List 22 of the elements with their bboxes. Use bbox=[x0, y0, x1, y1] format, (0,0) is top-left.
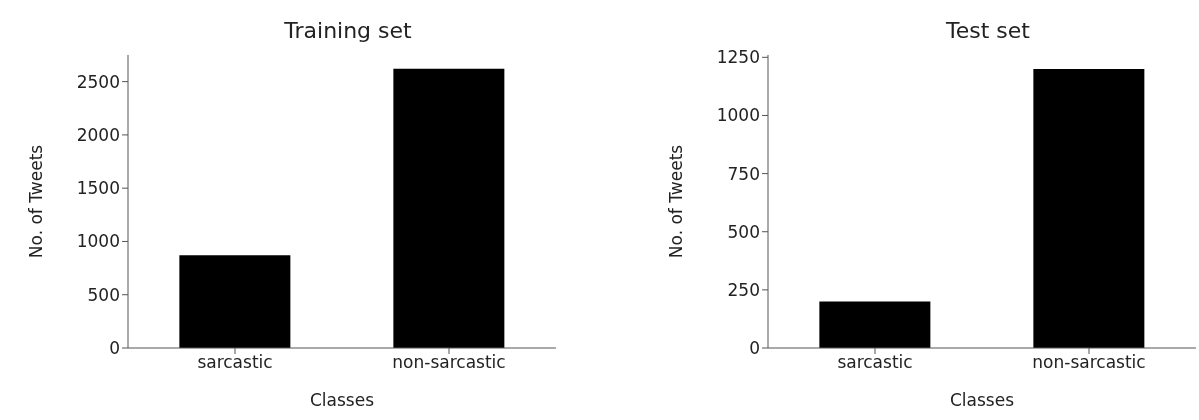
y-tick-label: 0 bbox=[749, 338, 760, 359]
y-tick-label: 750 bbox=[727, 163, 760, 184]
y-tick-label: 500 bbox=[87, 284, 120, 305]
y-tick-label: 250 bbox=[727, 279, 760, 300]
x-tick-label: sarcastic bbox=[197, 352, 273, 373]
y-tick-label: 1000 bbox=[76, 231, 120, 252]
y-tick-label: 1500 bbox=[76, 178, 120, 199]
x-axis-title: Classes bbox=[309, 390, 375, 410]
y-tick-label: 1250 bbox=[716, 47, 760, 68]
y-tick-label: 500 bbox=[727, 221, 760, 242]
x-tick-label: non-sarcastic bbox=[1032, 352, 1146, 373]
y-axis-title: No. of Tweets bbox=[666, 144, 687, 259]
x-tick-label: sarcastic bbox=[837, 352, 913, 373]
y-tick-label: 2000 bbox=[76, 124, 120, 145]
y-tick-label: 1000 bbox=[716, 105, 760, 126]
x-tick-label: non-sarcastic bbox=[392, 352, 506, 373]
y-tick-label: 2500 bbox=[76, 71, 120, 92]
x-axis-title: Classes bbox=[949, 390, 1015, 410]
chart-title: Training set bbox=[283, 18, 413, 43]
chart-title: Test set bbox=[945, 18, 1031, 43]
y-tick-label: 0 bbox=[109, 338, 120, 359]
y-axis-title: No. of Tweets bbox=[26, 144, 47, 259]
